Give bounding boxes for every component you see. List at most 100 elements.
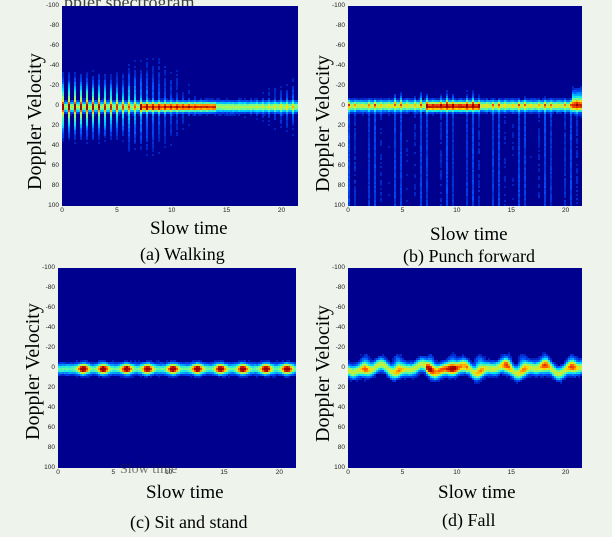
heatmap-cell bbox=[474, 108, 476, 110]
heatmap-cell bbox=[472, 168, 474, 170]
heatmap-cell bbox=[164, 366, 166, 368]
heatmap-cell bbox=[472, 198, 474, 200]
heatmap-cell bbox=[146, 84, 148, 86]
heatmap-cell bbox=[380, 154, 382, 156]
heatmap-cell bbox=[574, 110, 576, 112]
heatmap-cell bbox=[122, 78, 124, 80]
heatmap-cell bbox=[172, 370, 174, 372]
heatmap-cell bbox=[140, 134, 142, 136]
heatmap-cell bbox=[570, 176, 572, 178]
heatmap-cell bbox=[244, 112, 246, 114]
heatmap-cell bbox=[406, 106, 408, 108]
heatmap-cell bbox=[408, 372, 410, 374]
heatmap-cell bbox=[116, 128, 118, 130]
heatmap-cell bbox=[390, 374, 392, 376]
heatmap-cell bbox=[116, 106, 118, 108]
y-tick-label: 80 bbox=[337, 182, 345, 189]
heatmap-cell bbox=[560, 112, 562, 114]
heatmap-cell bbox=[108, 362, 110, 364]
heatmap-cell bbox=[238, 368, 240, 370]
heatmap-cell bbox=[80, 74, 82, 76]
heatmap-cell bbox=[354, 140, 356, 142]
heatmap-cell bbox=[262, 100, 264, 102]
heatmap-cell bbox=[524, 194, 526, 196]
heatmap-cell bbox=[128, 370, 130, 372]
heatmap-cell bbox=[156, 366, 158, 368]
heatmap-cell bbox=[68, 88, 70, 90]
heatmap-cell bbox=[182, 94, 184, 96]
heatmap-cell bbox=[60, 372, 62, 374]
heatmap-cell bbox=[444, 108, 446, 110]
heatmap-cell bbox=[426, 118, 428, 120]
heatmap-cell bbox=[140, 82, 142, 84]
heatmap-cell bbox=[498, 200, 500, 202]
heatmap-cell bbox=[226, 366, 228, 368]
heatmap-cell bbox=[440, 174, 442, 176]
heatmap-cell bbox=[140, 362, 142, 364]
heatmap-cell bbox=[86, 120, 88, 122]
heatmap-cell bbox=[278, 110, 280, 112]
heatmap-cell bbox=[216, 100, 218, 102]
heatmap-cell bbox=[96, 108, 98, 110]
heatmap-cell bbox=[292, 104, 294, 106]
heatmap-cell bbox=[480, 112, 482, 114]
heatmap-cell bbox=[368, 188, 370, 190]
heatmap-cell bbox=[458, 108, 460, 110]
heatmap-cell bbox=[374, 126, 376, 128]
heatmap-cell bbox=[474, 98, 476, 100]
heatmap-cell bbox=[492, 98, 494, 100]
heatmap-cell bbox=[80, 116, 82, 118]
heatmap-cell bbox=[492, 140, 494, 142]
x-tick-label: 10 bbox=[453, 207, 461, 214]
heatmap-cell bbox=[550, 100, 552, 102]
heatmap-cell bbox=[146, 128, 148, 130]
heatmap-cell bbox=[140, 370, 142, 372]
heatmap-cell bbox=[158, 374, 160, 376]
heatmap-cell bbox=[572, 102, 574, 104]
heatmap-cell bbox=[426, 138, 428, 140]
heatmap-cell bbox=[564, 118, 566, 120]
heatmap-cell bbox=[250, 110, 252, 112]
heatmap-cell bbox=[394, 134, 396, 136]
heatmap-cell bbox=[420, 134, 422, 136]
heatmap-cell bbox=[376, 372, 378, 374]
heatmap-cell bbox=[578, 114, 580, 116]
y-tick-label: -20 bbox=[49, 82, 59, 89]
heatmap-cell bbox=[426, 94, 428, 96]
heatmap-cell bbox=[426, 186, 428, 188]
heatmap-cell bbox=[386, 360, 388, 362]
heatmap-cell bbox=[160, 374, 162, 376]
heatmap-cell bbox=[88, 112, 90, 114]
heatmap-cell bbox=[118, 366, 120, 368]
heatmap-cell bbox=[404, 370, 406, 372]
heatmap-cell bbox=[124, 104, 126, 106]
heatmap-cell bbox=[230, 106, 232, 108]
heatmap-cell bbox=[246, 372, 248, 374]
heatmap-cell bbox=[352, 102, 354, 104]
heatmap-cell bbox=[84, 100, 86, 102]
heatmap-cell bbox=[420, 142, 422, 144]
heatmap-cell bbox=[146, 78, 148, 80]
heatmap-cell bbox=[250, 114, 252, 116]
heatmap-cell bbox=[86, 118, 88, 120]
heatmap-cell bbox=[130, 106, 132, 108]
heatmap-cell bbox=[228, 114, 230, 116]
heatmap-cell bbox=[570, 106, 572, 108]
heatmap-cell bbox=[260, 368, 262, 370]
heatmap-cell bbox=[268, 376, 270, 378]
heatmap-cell bbox=[178, 106, 180, 108]
heatmap-cell bbox=[264, 106, 266, 108]
heatmap-cell bbox=[120, 374, 122, 376]
heatmap-cell bbox=[576, 154, 578, 156]
heatmap-cell bbox=[556, 106, 558, 108]
heatmap-cell bbox=[568, 100, 570, 102]
heatmap-cell bbox=[104, 116, 106, 118]
heatmap-cell bbox=[508, 112, 510, 114]
heatmap-cell bbox=[192, 368, 194, 370]
heatmap-cell bbox=[192, 108, 194, 110]
heatmap-cell bbox=[110, 92, 112, 94]
heatmap-cell bbox=[254, 364, 256, 366]
heatmap-cell bbox=[104, 84, 106, 86]
heatmap-cell bbox=[474, 106, 476, 108]
heatmap-cell bbox=[380, 198, 382, 200]
